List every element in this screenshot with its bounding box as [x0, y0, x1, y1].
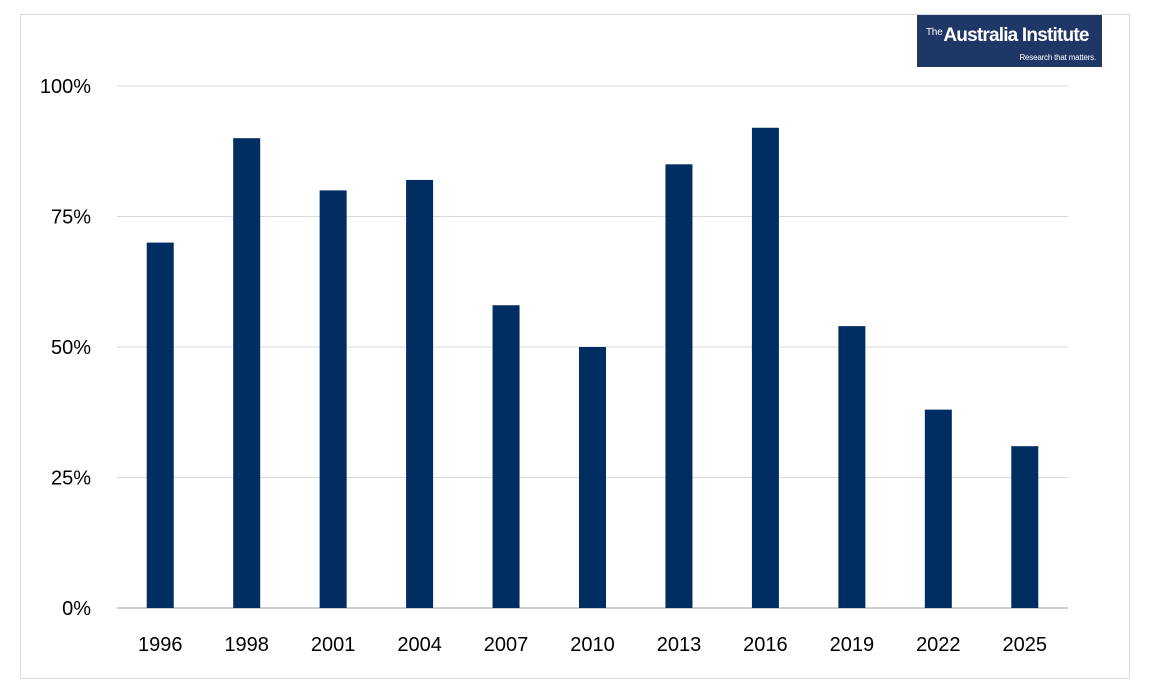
y-axis-ticks: 0% 25% 50% 75% 100% — [40, 76, 91, 620]
x-tick-label: 1998 — [224, 634, 269, 656]
x-tick-label: 1996 — [138, 634, 183, 656]
bar-2025 — [1011, 446, 1039, 608]
y-tick-label: 75% — [51, 207, 91, 229]
bar-2004 — [406, 179, 434, 608]
logo-name: Australia Institute — [943, 25, 1089, 46]
bar-2022 — [924, 409, 952, 608]
x-tick-label: 2025 — [1003, 634, 1048, 656]
x-axis-ticks: 1996 1998 2001 2004 2007 2010 2013 2016 2019 2022… — [138, 634, 1047, 656]
x-tick-label: 2004 — [397, 634, 442, 656]
bar-2007 — [492, 305, 520, 608]
logo-tagline: Research that matters. — [1019, 53, 1096, 62]
x-tick-label: 2007 — [484, 634, 529, 656]
x-tick-label: 2019 — [830, 634, 875, 656]
logo-the: The — [926, 27, 943, 38]
bar-1996 — [146, 242, 174, 608]
y-tick-label: 0% — [62, 598, 91, 620]
y-tick-label: 100% — [40, 76, 91, 98]
bar-2010 — [579, 347, 606, 608]
bars — [146, 127, 1039, 609]
bar-2013 — [665, 164, 693, 609]
bar-2016 — [751, 127, 779, 608]
x-tick-label: 2001 — [311, 634, 356, 656]
bar-1998 — [233, 138, 261, 608]
x-tick-label: 2013 — [657, 634, 702, 656]
logo-wordmark: TheAustralia Institute — [926, 25, 1089, 47]
y-tick-label: 25% — [51, 468, 91, 490]
x-tick-label: 2022 — [916, 634, 961, 656]
australia-institute-logo: TheAustralia Institute Research that mat… — [917, 15, 1102, 67]
bar-2001 — [319, 190, 347, 608]
bar-2019 — [838, 326, 866, 608]
y-tick-label: 50% — [51, 337, 91, 359]
x-tick-label: 2016 — [743, 634, 788, 656]
x-tick-label: 2010 — [570, 634, 615, 656]
